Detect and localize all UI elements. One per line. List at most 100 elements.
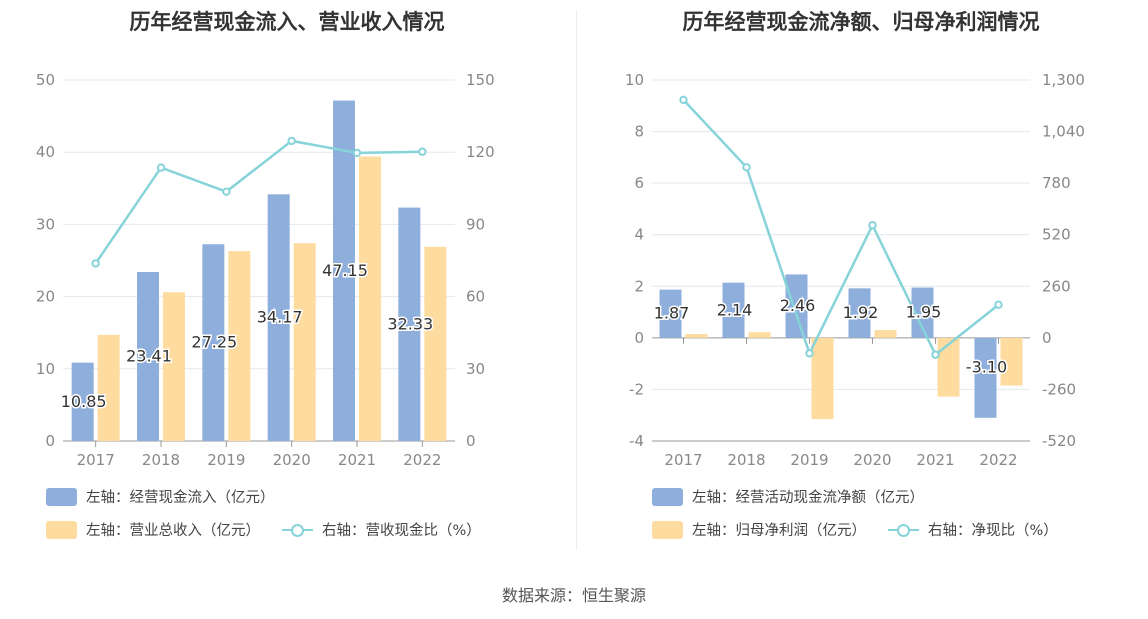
legend-row-1: 左轴：经营活动现金流净额（亿元）	[652, 486, 946, 507]
bar-series2	[748, 332, 771, 338]
line-point	[805, 349, 814, 358]
x-axis-label: 2019	[790, 451, 828, 469]
legend-swatch-bar2	[652, 520, 683, 539]
line-point	[287, 136, 296, 146]
bar-series1	[974, 337, 997, 418]
legend-label-bar2: 左轴：归母净利润（亿元）	[692, 523, 866, 539]
legend-row-2: 左轴：归母净利润（亿元） 右轴：净现比（%）	[652, 519, 1080, 540]
line-point	[994, 300, 1003, 309]
bar-series2	[1000, 337, 1023, 386]
legend-line-icon	[888, 521, 919, 539]
x-axis-label: 2019	[207, 451, 245, 469]
x-axis-label: 2018	[727, 451, 765, 469]
x-axis-label: 2022	[403, 451, 441, 469]
legend-label-bar1: 左轴：经营活动现金流净额（亿元）	[692, 490, 924, 506]
bar-series2	[874, 330, 897, 338]
left-axis-tick-label: 6	[634, 174, 644, 192]
bar-series1	[848, 288, 871, 338]
bar-series1	[785, 274, 808, 338]
left-axis-tick-label: 10	[36, 360, 55, 378]
bar-series1	[398, 207, 421, 441]
legend-label-bar1: 左轴：经营现金流入（亿元）	[86, 490, 275, 506]
bar-series2	[424, 246, 447, 441]
bar-data-label: 1.87	[654, 304, 690, 323]
left-axis-tick-label: 2	[634, 277, 644, 295]
legend-item-cash-inflow[interactable]: 左轴：经营现金流入（亿元）	[46, 486, 275, 507]
bar-data-label: 27.25	[191, 333, 237, 352]
legend-label-bar2: 左轴：营业总收入（亿元）	[86, 523, 260, 539]
right-axis-tick-label: 0	[1042, 329, 1052, 347]
legend-item-cash-ratio[interactable]: 右轴：营收现金比（%）	[282, 519, 481, 540]
legend-item-net-cash[interactable]: 左轴：经营活动现金流净额（亿元）	[652, 486, 924, 507]
legend-item-net-cash-ratio[interactable]: 右轴：净现比（%）	[888, 519, 1058, 540]
left-axis-tick-label: 0	[45, 432, 55, 450]
line-point	[679, 95, 688, 105]
x-axis-label: 2018	[142, 451, 180, 469]
legend-swatch-bar1	[46, 487, 77, 506]
right-axis-tick-label: 260	[1042, 277, 1071, 295]
bar-series1	[333, 100, 355, 442]
legend-swatch-bar2	[46, 520, 77, 539]
legend-row-2: 左轴：营业总收入（亿元） 右轴：营收现金比（%）	[46, 519, 503, 540]
chart-plot-net-cash: -4 -520 -2 -260 0 0 2 260 4 520 6 780 8 1,040 10 1,300 2…	[625, 71, 1085, 469]
left-axis-tick-label: 8	[634, 123, 644, 141]
bar-data-label: 1.95	[906, 303, 942, 322]
right-axis-tick-label: 90	[466, 215, 485, 233]
bar-data-label: 34.17	[257, 308, 303, 327]
x-axis-label: 2020	[273, 451, 311, 469]
bar-data-label: 2.46	[780, 296, 816, 315]
bar-series1	[267, 194, 290, 441]
right-axis-tick-label: -260	[1042, 380, 1076, 398]
left-axis-tick-label: 10	[625, 71, 644, 89]
chart-panel-cash-inflow: 历年经营现金流入、营业收入情况 0 0 10 30 20 60 30 90 40 120 50 150…	[0, 0, 574, 560]
chart-plot-cash-inflow: 0 0 10 30 20 60 30 90 40 120 50 150 2017 2018 2019 2020…	[36, 71, 495, 469]
bar-data-label: 32.33	[387, 314, 433, 333]
line-point	[418, 147, 427, 156]
bar-data-label: 2.14	[717, 300, 753, 319]
legend-label-line: 右轴：营收现金比（%）	[322, 523, 481, 539]
bar-series2	[163, 292, 185, 441]
bar-data-label: -3.10	[966, 358, 1007, 377]
bar-data-label: 23.41	[126, 346, 172, 365]
bar-series1	[911, 287, 934, 338]
x-axis-label: 2020	[853, 451, 891, 469]
bar-series2	[293, 243, 316, 441]
right-axis-tick-label: 30	[466, 360, 485, 378]
bar-series2	[811, 337, 834, 420]
bar-series2	[97, 334, 120, 441]
left-axis-tick-label: -2	[629, 380, 644, 398]
legend-item-revenue[interactable]: 左轴：营业总收入（亿元）	[46, 519, 260, 540]
bar-series1	[137, 271, 159, 441]
right-axis-tick-label: 150	[466, 71, 495, 89]
line-point	[352, 148, 362, 158]
right-axis-tick-label: 120	[466, 143, 495, 161]
bar-series1	[71, 362, 94, 441]
right-axis-tick-label: -520	[1042, 432, 1076, 450]
bar-data-label: 1.92	[843, 303, 879, 322]
right-axis-tick-label: 520	[1042, 226, 1071, 244]
left-axis-tick-label: 30	[36, 215, 55, 233]
data-source-note: 数据来源：恒生聚源	[501, 586, 646, 605]
legend-line-icon	[282, 521, 313, 539]
chart-title: 历年经营现金流入、营业收入情况	[129, 10, 445, 34]
x-axis-label: 2017	[664, 451, 702, 469]
right-axis-tick-label: 1,300	[1042, 71, 1085, 89]
line-point	[931, 350, 940, 359]
bar-series2	[937, 337, 960, 397]
bar-data-label: 47.15	[322, 261, 368, 280]
legend-row-1: 左轴：经营现金流入（亿元）	[46, 486, 297, 507]
left-axis-tick-label: 4	[634, 226, 644, 244]
panel-divider	[576, 10, 577, 550]
legend-swatch-bar1	[652, 487, 683, 506]
right-axis-tick-label: 0	[466, 432, 476, 450]
left-axis-tick-label: 40	[36, 143, 55, 161]
x-axis-label: 2022	[979, 451, 1017, 469]
legend-item-net-profit[interactable]: 左轴：归母净利润（亿元）	[652, 519, 866, 540]
bar-series2	[228, 251, 251, 441]
legend-label-line: 右轴：净现比（%）	[928, 523, 1058, 539]
line-point	[91, 259, 100, 268]
bar-series2	[685, 333, 708, 338]
left-axis-tick-label: 50	[36, 71, 55, 89]
line-point	[742, 163, 751, 172]
bar-series1	[659, 289, 682, 338]
